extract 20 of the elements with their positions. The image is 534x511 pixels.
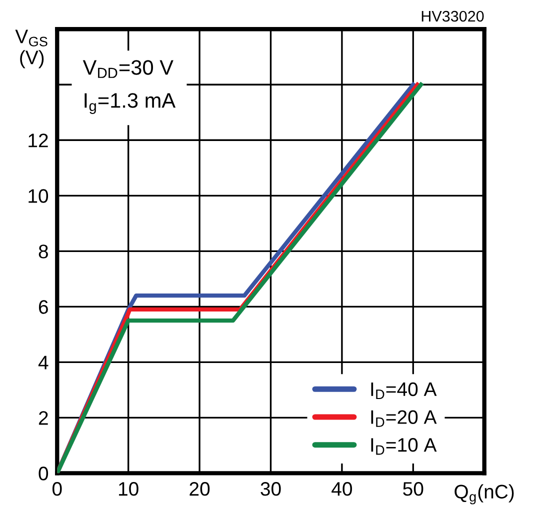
y-tick-label: 10 <box>28 189 48 203</box>
x-tick-label: 40 <box>332 482 352 496</box>
y-tick-label: 6 <box>38 300 48 314</box>
x-tick-label: 0 <box>52 482 62 496</box>
y-tick-label: 0 <box>38 466 48 480</box>
legend-label: I$_{D}$=40 A <box>371 382 437 400</box>
text: HV33020 <box>422 10 484 22</box>
y-tick-label: 8 <box>38 244 48 258</box>
y-axis-title: V$_{GS}$ (V) <box>15 30 48 68</box>
text: V$_{DD}$=30 V I$_{g}$=1.3 mA <box>82 60 176 114</box>
legend-label: I$_{D}$=10 A <box>371 438 437 455</box>
x-tick-label: 30 <box>260 482 281 496</box>
x-tick-label: 10 <box>119 482 138 496</box>
x-axis-title: Q$_{g}$(nC) <box>454 484 514 504</box>
x-tick-label: 50 <box>403 482 424 496</box>
y-tick-label: 2 <box>38 411 48 425</box>
y-tick-label: 4 <box>38 356 48 370</box>
x-tick-label: 20 <box>190 482 210 496</box>
y-tick-label: 12 <box>28 134 48 148</box>
legend-label: I$_{D}$=20 A <box>371 410 437 427</box>
